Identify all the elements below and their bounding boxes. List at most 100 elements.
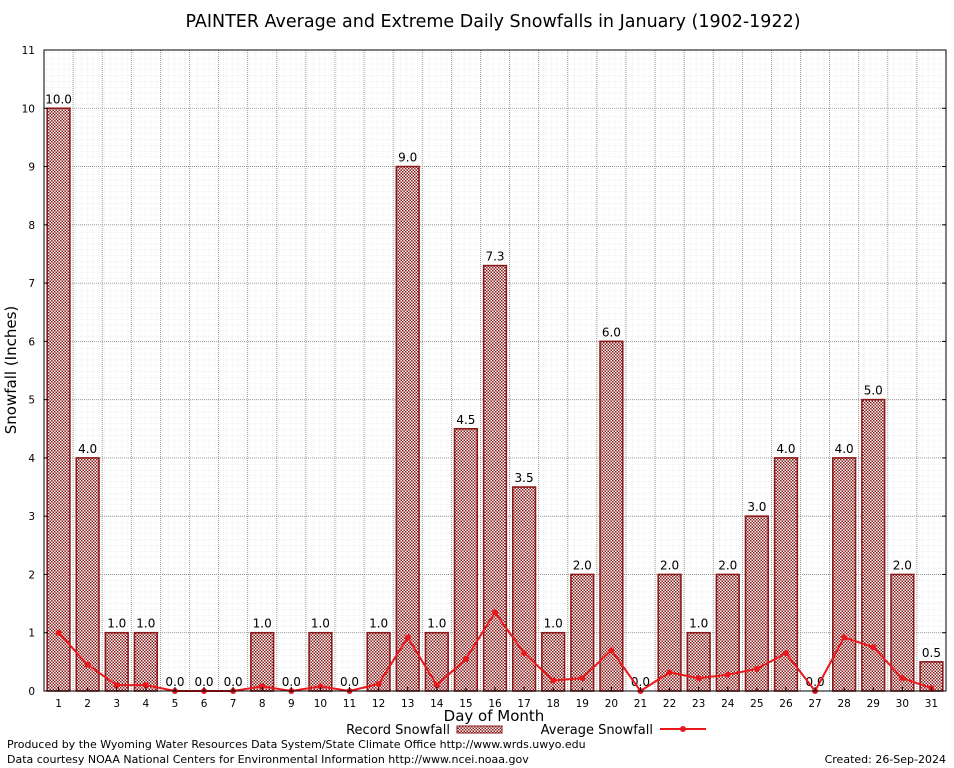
- average-point: [404, 634, 411, 641]
- record-bar-label: 4.0: [776, 442, 795, 456]
- average-point: [433, 682, 440, 689]
- y-tick-label: 11: [22, 45, 35, 57]
- record-bar-label: 1.0: [136, 617, 155, 631]
- x-tick-label: 16: [488, 698, 502, 710]
- record-bar-label: 2.0: [573, 558, 592, 572]
- average-point: [317, 683, 324, 690]
- average-point: [782, 650, 789, 657]
- y-tick-label: 1: [28, 628, 35, 640]
- x-tick-label: 14: [430, 698, 444, 710]
- x-tick-label: 29: [867, 698, 880, 710]
- average-point: [113, 682, 120, 689]
- record-bar-label: 1.0: [369, 617, 388, 631]
- x-axis-ticks: 1 2 3 4 5 6 7 8 9 10 11 12 13 14 15 16 17 18 19 20 21 22 23 24 2…: [55, 687, 938, 710]
- x-tick-label: 5: [172, 698, 179, 710]
- y-tick-label: 4: [28, 453, 35, 465]
- x-tick-label: 3: [113, 698, 120, 710]
- x-tick-label: 24: [721, 698, 735, 710]
- average-point: [608, 647, 615, 654]
- x-tick-label: 22: [663, 698, 676, 710]
- average-point: [724, 671, 731, 678]
- average-point: [55, 629, 62, 636]
- y-axis-ticks: 0 1 2 3 4 5 6 7 8 9 10 11: [22, 45, 946, 698]
- legend-average-label: Average Snowfall: [541, 723, 653, 738]
- average-point: [841, 634, 848, 641]
- y-axis-label: Snowfall (Inches): [2, 306, 20, 434]
- record-bar-label: 1.0: [689, 617, 708, 631]
- record-bar-label: 2.0: [893, 558, 912, 572]
- record-bar-label: 3.5: [515, 471, 534, 485]
- average-point: [259, 683, 266, 690]
- x-tick-label: 25: [750, 698, 763, 710]
- x-tick-label: 18: [547, 698, 560, 710]
- footer-credit-line2: Data courtesy NOAA National Centers for …: [7, 753, 529, 766]
- x-tick-label: 2: [84, 698, 91, 710]
- y-tick-label: 5: [28, 395, 35, 407]
- average-point: [142, 682, 149, 689]
- record-bar: [890, 573, 915, 692]
- bar-value-labels: 10.0 4.0 1.0 1.0 0.0 0.0 0.0 1.0 0.0 1.0 0.0 1.0 9.0…: [45, 92, 941, 689]
- x-tick-label: 10: [314, 698, 327, 710]
- x-tick-label: 7: [230, 698, 237, 710]
- x-tick-label: 13: [401, 698, 414, 710]
- record-bar-label: 1.0: [544, 617, 563, 631]
- record-bar-label: 2.0: [660, 558, 679, 572]
- record-bar-label: 5.0: [864, 384, 883, 398]
- record-bar-label: 7.3: [485, 250, 504, 264]
- record-bar-label: 0.0: [194, 675, 213, 689]
- x-tick-label: 26: [779, 698, 793, 710]
- record-bar: [46, 107, 71, 692]
- record-bar-label: 1.0: [311, 617, 330, 631]
- average-point: [462, 655, 469, 662]
- average-point: [899, 675, 906, 682]
- record-bar-label: 4.0: [835, 442, 854, 456]
- x-tick-label: 23: [692, 698, 705, 710]
- record-snowfall-bars: [46, 107, 944, 692]
- legend-average-marker: [680, 726, 686, 732]
- y-tick-label: 2: [28, 569, 35, 581]
- legend-record-swatch: [456, 725, 503, 734]
- record-bar-label: 0.0: [340, 675, 359, 689]
- record-bar-label: 0.0: [165, 675, 184, 689]
- x-tick-label: 12: [372, 698, 385, 710]
- record-bar-label: 4.0: [78, 442, 97, 456]
- average-point: [870, 644, 877, 651]
- x-tick-label: 28: [837, 698, 850, 710]
- record-bar: [308, 631, 333, 692]
- record-bar: [395, 165, 420, 692]
- x-tick-label: 20: [605, 698, 618, 710]
- x-tick-label: 15: [459, 698, 472, 710]
- x-tick-label: 1: [55, 698, 62, 710]
- record-bar: [250, 631, 275, 692]
- record-bar: [570, 573, 595, 692]
- average-point: [492, 609, 498, 616]
- average-point: [695, 675, 702, 682]
- record-bar-label: 0.0: [282, 675, 301, 689]
- y-tick-label: 8: [28, 220, 35, 232]
- average-point: [579, 675, 586, 682]
- record-bar-label: 0.5: [922, 646, 941, 660]
- record-bar-label: 2.0: [718, 558, 737, 572]
- record-bar-label: 10.0: [45, 92, 72, 106]
- y-tick-label: 0: [28, 686, 35, 698]
- average-point: [550, 677, 557, 684]
- x-tick-label: 21: [634, 698, 647, 710]
- record-bar: [686, 631, 711, 692]
- average-point: [521, 650, 528, 657]
- x-tick-label: 4: [142, 698, 149, 710]
- x-tick-label: 31: [925, 698, 938, 710]
- average-point: [753, 665, 760, 672]
- x-tick-label: 6: [201, 698, 208, 710]
- record-bar-label: 4.5: [456, 413, 475, 427]
- footer-created: Created: 26-Sep-2024: [825, 753, 946, 766]
- x-tick-label: 9: [288, 698, 295, 710]
- x-tick-label: 27: [808, 698, 821, 710]
- legend: Record Snowfall Average Snowfall: [346, 723, 706, 738]
- x-tick-label: 30: [896, 698, 909, 710]
- average-point: [375, 681, 382, 688]
- y-tick-label: 9: [28, 162, 35, 174]
- record-bar: [482, 264, 508, 692]
- record-bar-label: 1.0: [107, 617, 126, 631]
- chart-title: PAINTER Average and Extreme Daily Snowfa…: [185, 12, 800, 32]
